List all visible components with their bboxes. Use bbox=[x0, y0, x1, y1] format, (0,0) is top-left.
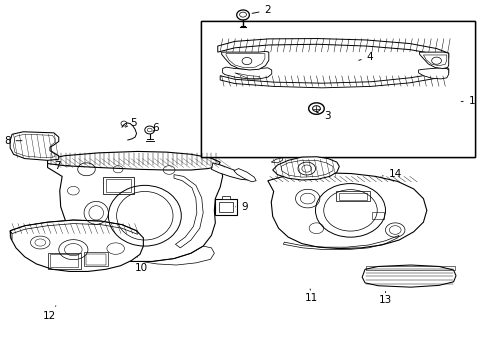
Bar bbox=[201, 21, 474, 157]
Bar bbox=[50, 254, 78, 267]
Polygon shape bbox=[271, 158, 282, 163]
Text: 12: 12 bbox=[42, 306, 56, 321]
Bar bbox=[335, 192, 369, 202]
Bar bbox=[338, 193, 366, 200]
Bar bbox=[222, 196, 229, 199]
Text: 13: 13 bbox=[378, 292, 391, 305]
Polygon shape bbox=[362, 265, 455, 287]
Bar bbox=[215, 199, 236, 215]
Text: 5: 5 bbox=[125, 118, 137, 128]
Polygon shape bbox=[47, 152, 220, 170]
Text: 2: 2 bbox=[252, 5, 271, 15]
Polygon shape bbox=[222, 67, 271, 79]
Bar bbox=[366, 266, 454, 270]
Bar bbox=[47, 252, 81, 269]
Bar bbox=[103, 177, 133, 194]
Polygon shape bbox=[211, 163, 250, 180]
Polygon shape bbox=[419, 52, 448, 68]
Text: 8: 8 bbox=[4, 136, 22, 146]
Polygon shape bbox=[10, 220, 143, 271]
Bar bbox=[86, 254, 106, 265]
Text: 3: 3 bbox=[316, 111, 330, 121]
Text: 7: 7 bbox=[54, 161, 69, 171]
Text: 9: 9 bbox=[235, 202, 247, 212]
Polygon shape bbox=[418, 68, 448, 79]
Text: 14: 14 bbox=[382, 168, 401, 179]
Bar bbox=[201, 21, 474, 157]
Text: 10: 10 bbox=[135, 257, 148, 273]
Bar bbox=[84, 252, 108, 266]
Text: 11: 11 bbox=[305, 289, 318, 303]
Polygon shape bbox=[47, 155, 222, 261]
Polygon shape bbox=[272, 157, 339, 180]
Text: 1: 1 bbox=[460, 96, 474, 107]
Text: 6: 6 bbox=[152, 123, 159, 133]
Polygon shape bbox=[233, 168, 256, 182]
Bar bbox=[106, 179, 130, 192]
Bar bbox=[219, 202, 232, 212]
Polygon shape bbox=[217, 39, 448, 58]
Polygon shape bbox=[221, 51, 268, 70]
Text: 4: 4 bbox=[358, 52, 372, 62]
Bar bbox=[371, 212, 383, 219]
Polygon shape bbox=[220, 68, 448, 88]
Polygon shape bbox=[10, 132, 59, 160]
Polygon shape bbox=[267, 173, 426, 249]
